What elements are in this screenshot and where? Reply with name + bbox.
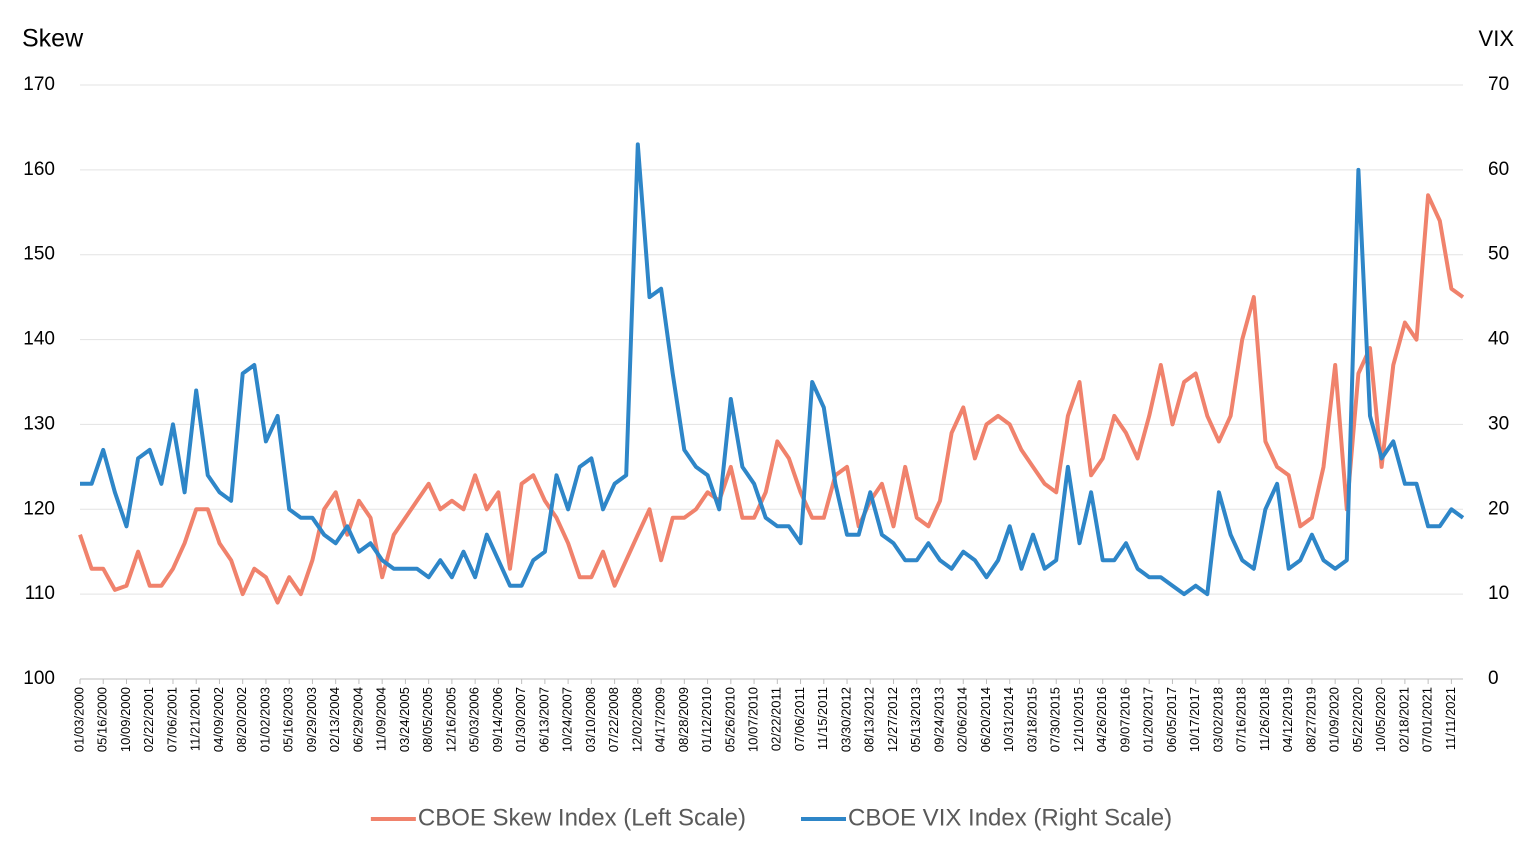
x-tick-label: 07/30/2015 bbox=[1048, 687, 1063, 752]
x-tick-label: 02/13/2004 bbox=[327, 687, 342, 752]
x-tick-label: 04/26/2016 bbox=[1094, 687, 1109, 752]
x-tick-label: 09/29/2003 bbox=[304, 687, 319, 752]
x-tick-label: 02/22/2001 bbox=[141, 687, 156, 752]
y-tick-label: 150 bbox=[23, 244, 55, 265]
y2-tick-label: 30 bbox=[1488, 413, 1509, 434]
x-tick-label: 10/05/2020 bbox=[1373, 687, 1388, 752]
y2-tick-label: 20 bbox=[1488, 498, 1509, 519]
y-tick-label: 160 bbox=[23, 159, 55, 180]
y2-tick-label: 0 bbox=[1488, 668, 1499, 689]
x-tick-label: 11/09/2004 bbox=[374, 687, 389, 751]
x-tick-label: 08/13/2012 bbox=[862, 687, 877, 752]
x-tick-label: 03/24/2005 bbox=[397, 687, 412, 752]
x-tick-label: 10/31/2014 bbox=[1001, 687, 1016, 752]
y2-tick-label: 50 bbox=[1488, 244, 1509, 265]
x-tick-label: 05/22/2020 bbox=[1350, 687, 1365, 752]
x-tick-label: 08/05/2005 bbox=[420, 687, 435, 752]
x-tick-label: 01/30/2007 bbox=[513, 687, 528, 752]
x-tick-label: 07/01/2021 bbox=[1420, 687, 1435, 752]
x-tick-label: 11/21/2001 bbox=[188, 687, 203, 751]
x-tick-label: 06/29/2004 bbox=[350, 687, 365, 752]
x-tick-label: 10/07/2010 bbox=[746, 687, 761, 752]
x-tick-label: 09/14/2006 bbox=[490, 687, 505, 752]
x-tick-label: 01/09/2020 bbox=[1327, 687, 1342, 752]
x-tick-label: 01/20/2017 bbox=[1141, 687, 1156, 752]
legend-label: CBOE VIX Index (Right Scale) bbox=[848, 804, 1172, 831]
x-tick-label: 07/06/2011 bbox=[792, 687, 807, 751]
x-tick-label: 03/18/2015 bbox=[1024, 687, 1039, 752]
legend: CBOE Skew Index (Left Scale) CBOE VIX Ind… bbox=[370, 804, 1172, 831]
y2-tick-label: 10 bbox=[1488, 583, 1509, 604]
y-tick-label: 120 bbox=[23, 498, 55, 519]
x-tick-label: 06/20/2014 bbox=[978, 687, 993, 752]
y-tick-label: 130 bbox=[23, 413, 55, 434]
x-tick-label: 07/06/2001 bbox=[164, 687, 179, 752]
x-tick-label: 10/24/2007 bbox=[560, 687, 575, 752]
y2-axis-title: VIX bbox=[1479, 26, 1515, 51]
x-tick-label: 08/27/2019 bbox=[1303, 687, 1318, 752]
legend-label: CBOE Skew Index (Left Scale) bbox=[418, 804, 746, 831]
y-tick-label: 140 bbox=[23, 329, 55, 350]
x-tick-label: 12/16/2005 bbox=[443, 687, 458, 752]
x-tick-label: 11/26/2018 bbox=[1257, 687, 1272, 751]
x-tick-label: 02/06/2014 bbox=[955, 687, 970, 752]
x-tick-label: 09/07/2016 bbox=[1117, 687, 1132, 752]
x-tick-label: 05/16/2003 bbox=[281, 687, 296, 752]
x-tick-label: 05/13/2013 bbox=[908, 687, 923, 752]
x-tick-label: 07/22/2008 bbox=[606, 687, 621, 752]
x-tick-label: 08/28/2009 bbox=[676, 687, 691, 752]
series-line bbox=[80, 142, 1465, 597]
x-tick-label: 11/11/2021 bbox=[1443, 687, 1458, 750]
x-tick-label: 05/03/2006 bbox=[467, 687, 482, 752]
x-tick-label: 04/09/2002 bbox=[211, 687, 226, 752]
x-tick-label: 03/02/2018 bbox=[1210, 687, 1225, 752]
x-tick-label: 06/13/2007 bbox=[536, 687, 551, 752]
x-tick-label: 09/24/2013 bbox=[931, 687, 946, 752]
y2-tick-label: 40 bbox=[1488, 329, 1509, 350]
x-tick-label: 04/12/2019 bbox=[1280, 687, 1295, 752]
x-tick-label: 01/12/2010 bbox=[699, 687, 714, 752]
y-tick-label: 110 bbox=[25, 583, 55, 604]
x-tick-label: 03/30/2012 bbox=[838, 687, 853, 752]
x-tick-label: 07/16/2018 bbox=[1234, 687, 1249, 752]
x-tick-label: 11/15/2011 bbox=[815, 687, 830, 750]
x-tick-label: 10/09/2000 bbox=[118, 687, 133, 752]
x-tick-label: 08/20/2002 bbox=[234, 687, 249, 752]
series-line bbox=[78, 193, 1465, 605]
x-tick-label: 12/02/2008 bbox=[629, 687, 644, 752]
x-tick-label: 06/05/2017 bbox=[1164, 687, 1179, 752]
x-tick-label: 03/10/2008 bbox=[583, 687, 598, 752]
x-tick-label: 05/26/2010 bbox=[722, 687, 737, 752]
x-tick-label: 05/16/2000 bbox=[95, 687, 110, 752]
x-tick-label: 01/03/2000 bbox=[71, 687, 86, 752]
x-tick-label: 10/17/2017 bbox=[1187, 687, 1202, 752]
x-tick-label: 02/22/2011 bbox=[769, 687, 784, 751]
y-tick-label: 100 bbox=[23, 668, 55, 689]
x-tick-label: 12/27/2012 bbox=[885, 687, 900, 752]
y2-tick-label: 70 bbox=[1488, 74, 1509, 95]
x-tick-label: 01/02/2003 bbox=[257, 687, 272, 752]
x-tick-label: 04/17/2009 bbox=[653, 687, 668, 752]
y-axis-title: Skew bbox=[22, 25, 84, 53]
x-tick-label: 12/10/2015 bbox=[1071, 687, 1086, 752]
y-tick-label: 170 bbox=[23, 74, 55, 95]
y2-tick-label: 60 bbox=[1488, 159, 1509, 180]
x-tick-label: 02/18/2021 bbox=[1396, 687, 1411, 752]
